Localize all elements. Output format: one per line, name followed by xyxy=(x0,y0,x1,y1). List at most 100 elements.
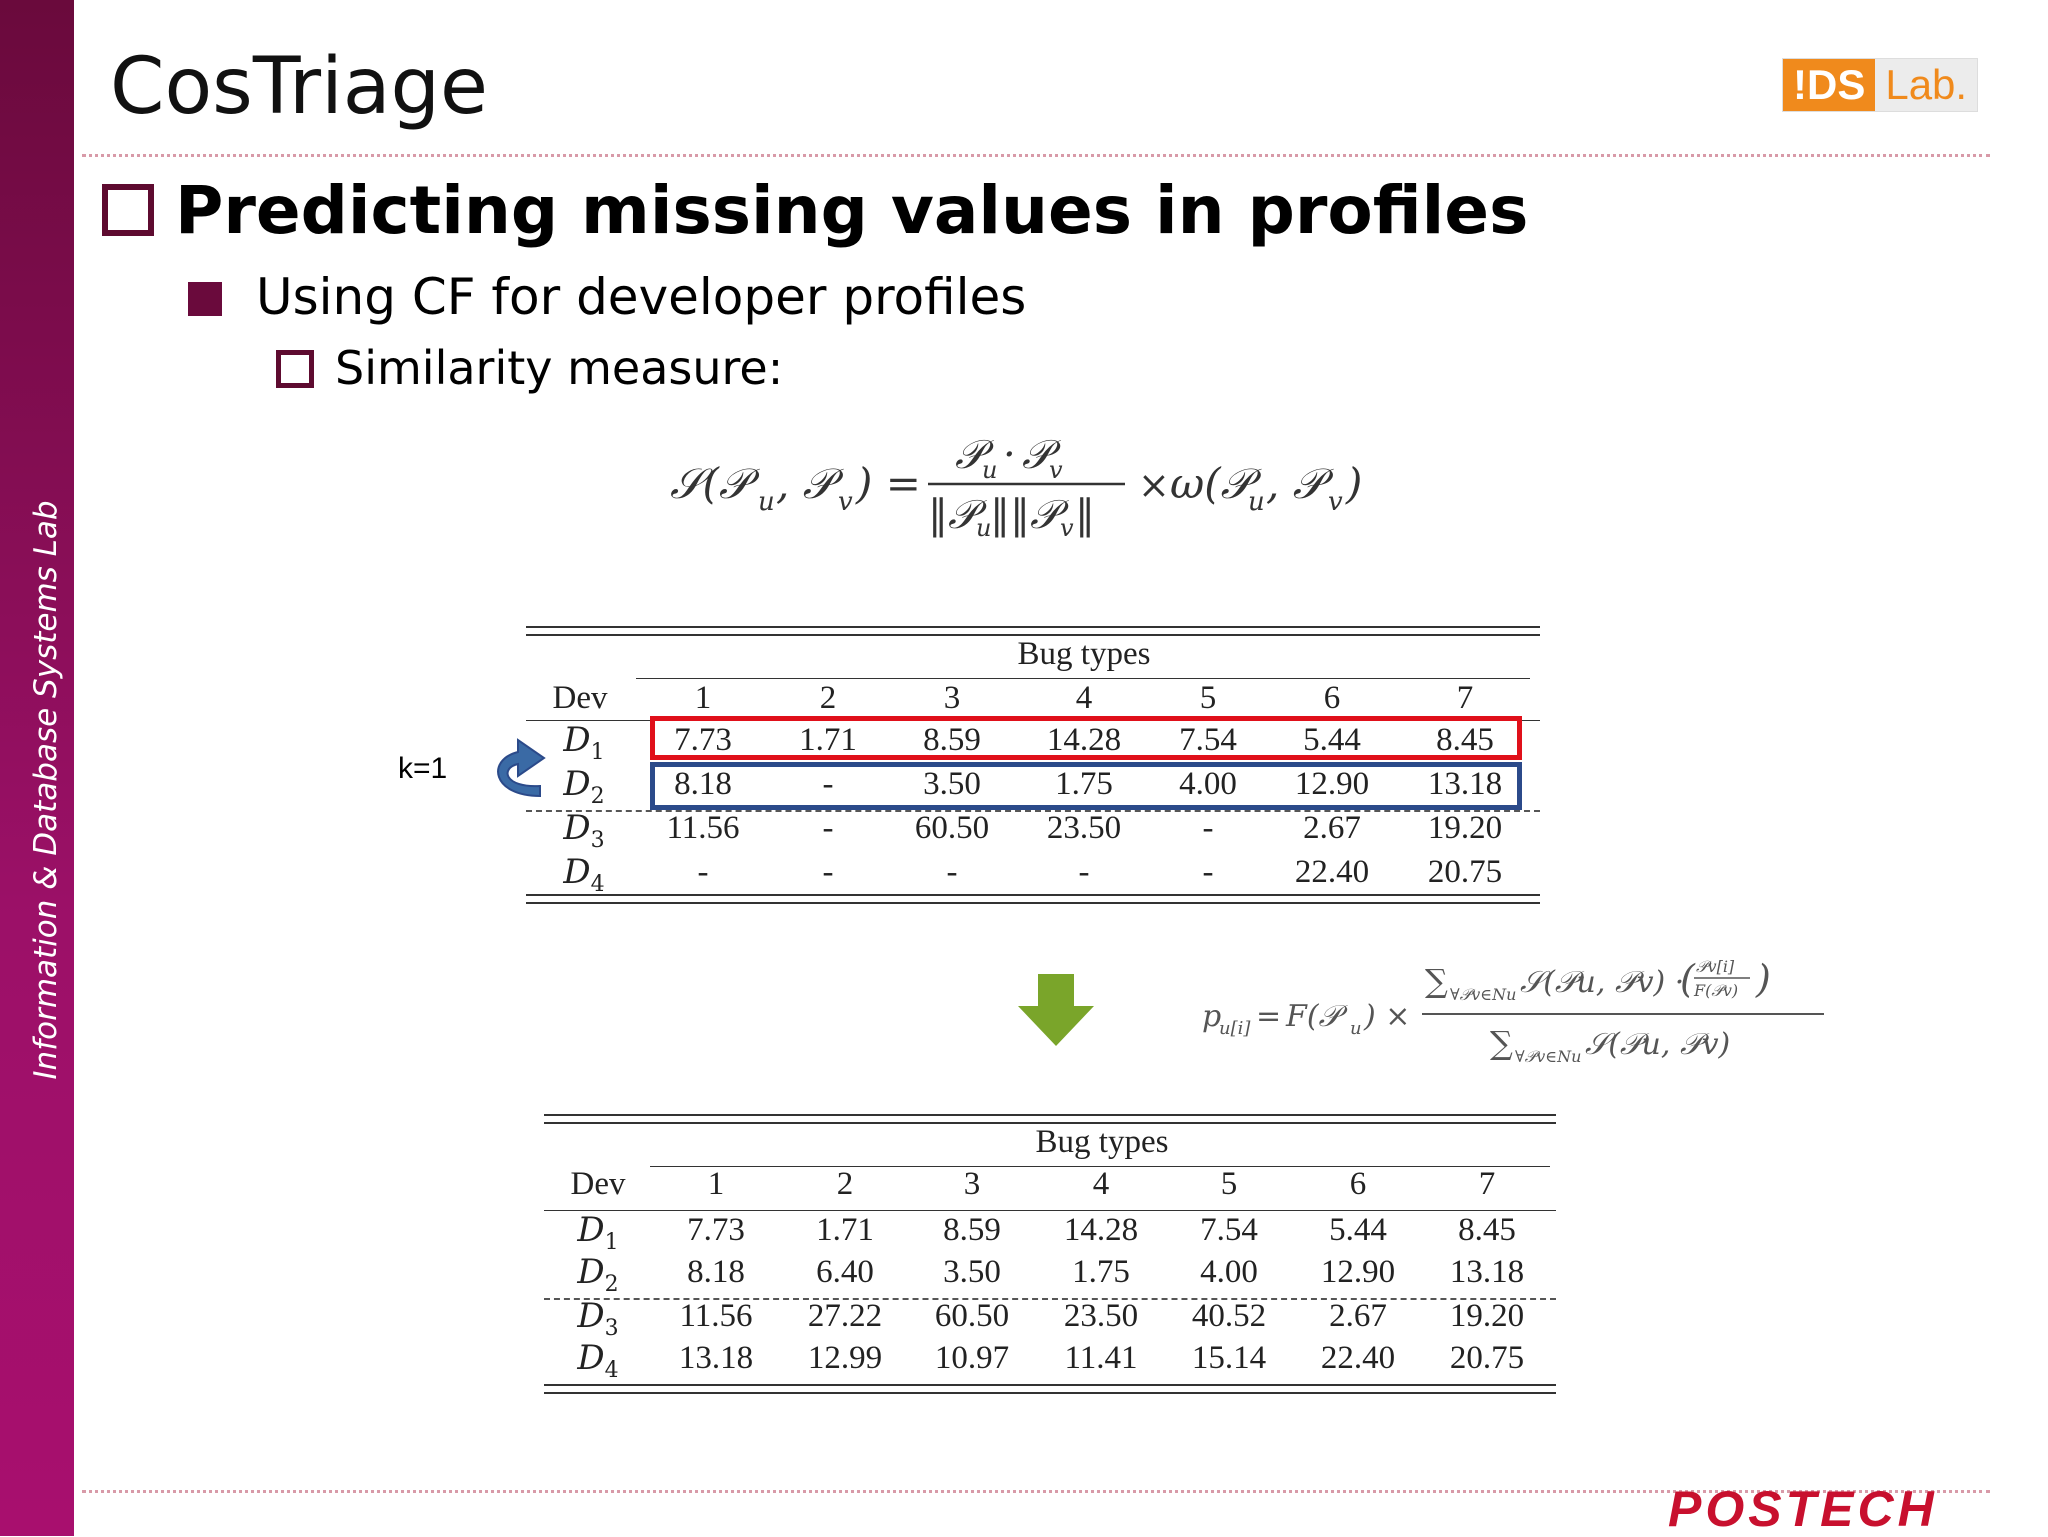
svg-text:ω(𝒫: ω(𝒫 xyxy=(1170,459,1262,508)
column-header: 2 xyxy=(819,680,837,716)
svg-text:×: × xyxy=(1138,463,1170,507)
table-cell: 20.75 xyxy=(1449,1340,1525,1376)
table-cell: 4.00 xyxy=(1179,766,1237,802)
row-dev-label: D3 xyxy=(563,808,605,853)
svg-text:u: u xyxy=(1350,1018,1362,1039)
table-cell: 8.59 xyxy=(943,1212,1001,1248)
svg-text:v: v xyxy=(1049,456,1063,484)
table-cell: 8.18 xyxy=(674,766,732,802)
column-header: 6 xyxy=(1323,680,1341,716)
column-header: 3 xyxy=(963,1166,981,1202)
table-cell: 12.99 xyxy=(807,1340,883,1376)
table-cell: 2.67 xyxy=(1329,1298,1387,1334)
table-cell: 7.54 xyxy=(1179,722,1237,758)
row-dev-label: D3 xyxy=(577,1296,619,1341)
table-cell: 22.40 xyxy=(1294,854,1370,890)
table-cell: - xyxy=(1078,854,1090,890)
table-cell: 19.20 xyxy=(1427,810,1503,846)
table-cell: 3.50 xyxy=(943,1254,1001,1290)
bullet-level3: Similarity measure: xyxy=(335,341,784,395)
svg-text:) =: ) = xyxy=(855,459,921,508)
table-cell: 11.41 xyxy=(1064,1340,1138,1376)
logo-part-lab: Lab. xyxy=(1875,59,1978,111)
svg-text:𝒮(𝒫u, 𝒫v): 𝒮(𝒫u, 𝒫v) xyxy=(1585,1027,1730,1062)
sidebar-band: Information & Database Systems Lab xyxy=(0,0,74,1536)
k-label: k=1 xyxy=(398,752,448,785)
table-cell: - xyxy=(822,854,834,890)
table-cell: 11.56 xyxy=(679,1298,753,1334)
sidebar-lab-name: Information & Database Systems Lab xyxy=(28,500,64,1080)
table-cell: - xyxy=(822,766,834,802)
column-header: 7 xyxy=(1478,1166,1496,1202)
header-divider xyxy=(82,154,1990,157)
svg-text:u: u xyxy=(1248,487,1265,517)
table-group-header: Bug types xyxy=(1017,636,1151,672)
table-cell: 8.59 xyxy=(923,722,981,758)
table-cell: - xyxy=(822,810,834,846)
slide-title: CosTriage xyxy=(110,42,489,132)
svg-text:·: · xyxy=(1003,432,1016,478)
row-dev-label: D4 xyxy=(577,1338,619,1383)
table-cell: 7.73 xyxy=(687,1212,745,1248)
row-d2-highlight xyxy=(650,762,1522,810)
svg-text:∑: ∑ xyxy=(1490,1024,1513,1062)
row-dev-label: D2 xyxy=(577,1252,619,1297)
table-cell: 1.71 xyxy=(799,722,857,758)
svg-text:v: v xyxy=(1328,487,1343,517)
svg-text:): ) xyxy=(1755,957,1771,1001)
postech-logo: POSTECH xyxy=(1668,1481,1938,1537)
table-cell: 11.56 xyxy=(666,810,740,846)
logo-part-ids: !DS xyxy=(1783,59,1876,111)
table-cell: 8.45 xyxy=(1436,722,1494,758)
table-cell: - xyxy=(697,854,709,890)
table-cell: 1.75 xyxy=(1072,1254,1130,1290)
table-cell: 1.71 xyxy=(816,1212,874,1248)
column-header: 1 xyxy=(694,680,712,716)
table-cell: 15.14 xyxy=(1191,1340,1267,1376)
prediction-formula: p u[i] = F(𝒫 u ) × ∑ ∀𝒫v∈Nu 𝒮(𝒫u, 𝒫v) · … xyxy=(1202,957,1824,1066)
table-cell: 6.40 xyxy=(816,1254,874,1290)
column-header: 3 xyxy=(943,680,961,716)
table-dev-header: Dev xyxy=(570,1166,626,1202)
table-cell: 2.67 xyxy=(1303,810,1361,846)
ids-lab-logo: !DS Lab. xyxy=(1782,58,1979,112)
row-dev-label: D4 xyxy=(563,852,605,897)
svg-text:, 𝒫: , 𝒫 xyxy=(1266,459,1334,508)
table-cell: 14.28 xyxy=(1063,1212,1139,1248)
curved-arrow-icon xyxy=(497,738,546,798)
table-cell: 7.73 xyxy=(674,722,732,758)
bullet-hollow-square-icon xyxy=(102,184,154,236)
svg-text:∑: ∑ xyxy=(1425,962,1448,1000)
row-d1-highlight xyxy=(650,716,1522,760)
table-cell: - xyxy=(1202,854,1214,890)
svg-text:F(𝒫: F(𝒫 xyxy=(1285,999,1349,1034)
table-cell: 13.18 xyxy=(1449,1254,1525,1290)
bullet-filled-square-icon xyxy=(188,282,222,316)
row-dev-label: D1 xyxy=(577,1210,619,1255)
svg-text:=: = xyxy=(1256,999,1281,1034)
column-header: 5 xyxy=(1220,1166,1238,1202)
svg-text:) ×: ) × xyxy=(1363,999,1410,1034)
bullet-level2: Using CF for developer profiles xyxy=(256,268,1027,326)
svg-text:u[i]: u[i] xyxy=(1219,1018,1251,1039)
svg-text:F(𝒫v): F(𝒫v) xyxy=(1693,981,1738,1000)
similarity-formula: 𝒮(𝒫 u , 𝒫 v ) = 𝒫 u · 𝒫 v ‖𝒫 u ‖‖𝒫 v ‖ ×… xyxy=(670,432,1362,540)
footer-divider xyxy=(82,1490,1990,1493)
svg-text:v: v xyxy=(838,487,853,517)
svg-text:p: p xyxy=(1202,999,1221,1034)
table-cell: 5.44 xyxy=(1303,722,1361,758)
table-cell: 5.44 xyxy=(1329,1212,1387,1248)
table-cell: 20.75 xyxy=(1427,854,1503,890)
table-cell: 12.90 xyxy=(1294,766,1370,802)
table-cell: - xyxy=(946,854,958,890)
column-header: 7 xyxy=(1456,680,1474,716)
svg-text:u: u xyxy=(758,487,775,517)
table-cell: 19.20 xyxy=(1449,1298,1525,1334)
column-header: 6 xyxy=(1349,1166,1367,1202)
table-cell: 7.54 xyxy=(1200,1212,1258,1248)
svg-text:𝒮(𝒫u, 𝒫v) ·: 𝒮(𝒫u, 𝒫v) · xyxy=(1520,965,1684,1000)
table-cell: 14.28 xyxy=(1046,722,1122,758)
table-group-header: Bug types xyxy=(1035,1124,1169,1160)
svg-text:‖: ‖ xyxy=(1075,492,1095,538)
table-cell: 13.18 xyxy=(678,1340,754,1376)
